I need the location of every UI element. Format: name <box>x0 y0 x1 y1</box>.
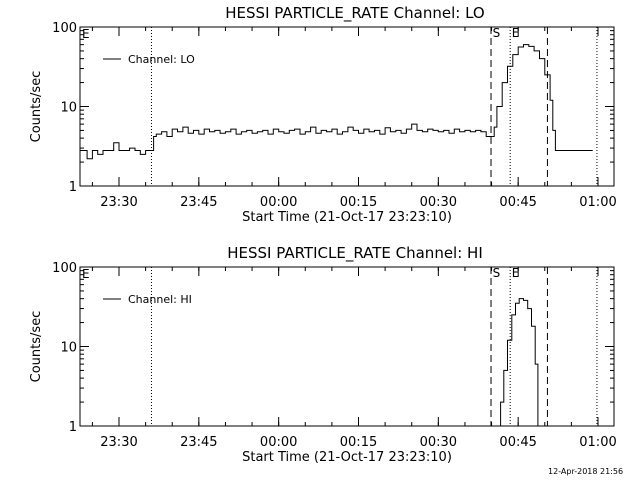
panel2-x-tick-label-6: 01:00 <box>579 435 616 450</box>
panel1-x-tick-label-6: 01:00 <box>579 195 616 210</box>
panel1-y-axis-label: Counts/sec <box>29 71 44 143</box>
panel2-x-tick-label-0: 23:30 <box>100 435 137 450</box>
panel2-x-tick-label-3: 00:15 <box>340 435 377 450</box>
panel1-x-tick-label-4: 00:30 <box>420 195 457 210</box>
panel2-x-axis-label: Start Time (21-Oct-17 23:23:10) <box>242 450 452 465</box>
panel1-corner-label: E <box>82 27 90 41</box>
panel2-marker-e: E <box>512 266 520 280</box>
panel1-chart-title: HESSI PARTICLE_RATE Channel: LO <box>225 4 484 23</box>
panel1-legend-label: Channel: LO <box>128 53 195 66</box>
panel2-legend-label: Channel: HI <box>128 293 192 306</box>
panel2-marker-s: S <box>493 266 501 280</box>
plot-timestamp: 12-Apr-2018 21:56 <box>548 467 624 476</box>
panel1-x-tick-label-3: 00:15 <box>340 195 377 210</box>
panel1-x-tick-label-0: 23:30 <box>100 195 137 210</box>
panel2-series-line <box>497 298 539 426</box>
panel1-x-axis-label: Start Time (21-Oct-17 23:23:10) <box>242 210 452 225</box>
panel1-y-tick-label-2: 100 <box>52 21 77 36</box>
panel2-y-tick-label-1: 10 <box>60 341 77 356</box>
panel1-y-tick-label-0: 1 <box>69 180 77 195</box>
panel2-plot-frame <box>79 266 615 427</box>
panel1-marker-s: S <box>493 26 501 40</box>
panel2-chart-title: HESSI PARTICLE_RATE Channel: HI <box>227 244 483 263</box>
panel1-marker-e: E <box>512 26 520 40</box>
panel2-x-tick-label-1: 23:45 <box>180 435 217 450</box>
panel1-x-tick-label-1: 23:45 <box>180 195 217 210</box>
panel1-y-tick-label-1: 10 <box>60 101 77 116</box>
panel2-x-tick-label-5: 00:45 <box>499 435 536 450</box>
panel2-x-tick-label-4: 00:30 <box>420 435 457 450</box>
panel2-y-axis-label: Counts/sec <box>29 311 44 383</box>
panel2-y-tick-label-0: 1 <box>69 420 77 435</box>
panel2-corner-label: E <box>82 267 90 281</box>
panel2-y-tick-label-2: 100 <box>52 261 77 276</box>
panel1-x-tick-label-2: 00:00 <box>260 195 297 210</box>
panel1-series-line <box>80 44 593 160</box>
panel1-x-tick-label-5: 00:45 <box>499 195 536 210</box>
panel2-x-tick-label-2: 00:00 <box>260 435 297 450</box>
